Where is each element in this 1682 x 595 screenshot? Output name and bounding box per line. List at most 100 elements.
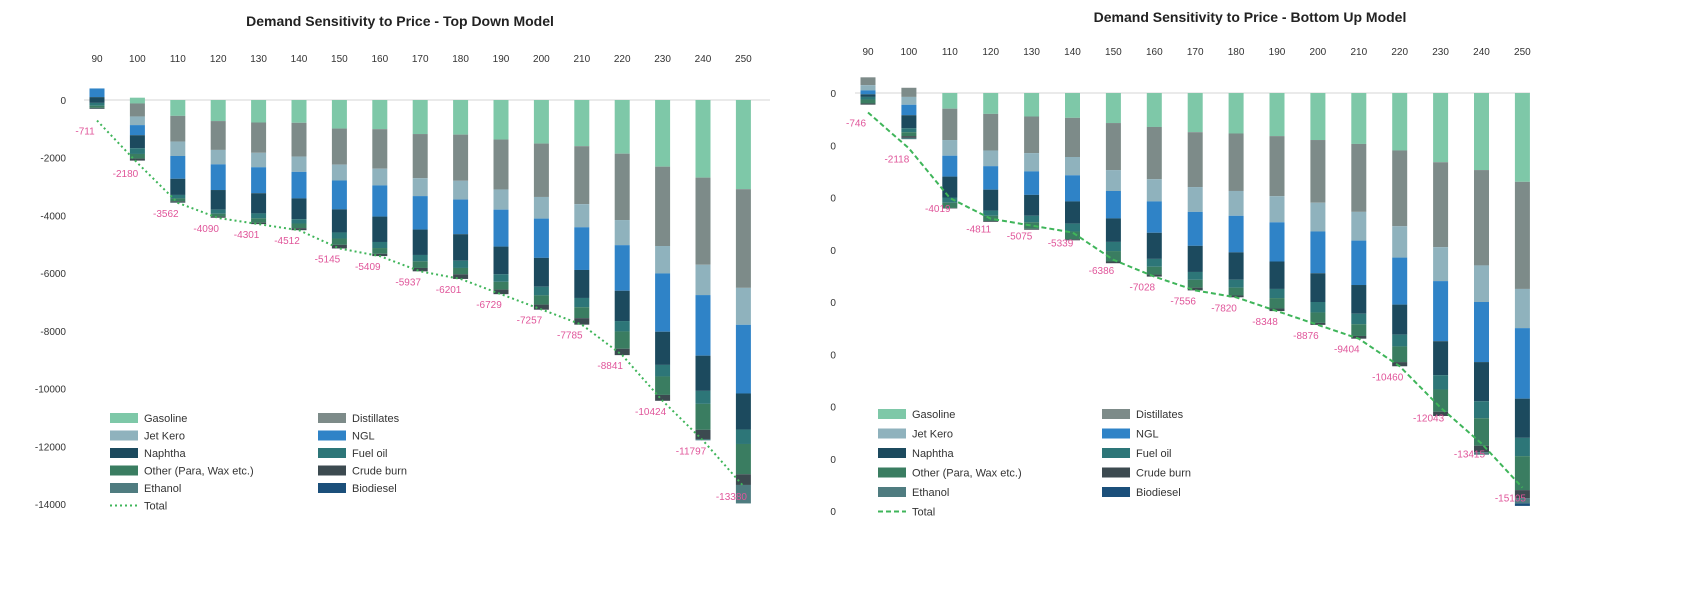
total-data-label: -5409 (355, 262, 381, 273)
legend-label-gasoline: Gasoline (912, 409, 955, 421)
total-data-label: -7785 (557, 331, 583, 342)
bar-fuel-oil (129, 148, 145, 154)
x-tick-label: 150 (1105, 47, 1122, 58)
bar-jet-kero (1310, 202, 1326, 232)
bar-other-para-wax-etc (453, 267, 469, 275)
bar-jet-kero (1024, 153, 1040, 172)
total-data-label: -7820 (1211, 303, 1237, 314)
bar-ethanol (695, 438, 711, 441)
x-tick-label: 150 (331, 54, 348, 65)
bar-gasoline (533, 100, 549, 144)
bar-jet-kero (412, 178, 428, 197)
bar-gasoline (1065, 93, 1080, 118)
bar-distillates (1105, 123, 1121, 171)
bar-ngl (170, 155, 186, 179)
bar-crude-burn (1065, 239, 1080, 241)
bar-jet-kero (901, 96, 917, 105)
bar-crude-burn (983, 221, 999, 222)
legend-label-distillates: Distillates (352, 413, 400, 425)
x-tick-label: 140 (1064, 47, 1081, 58)
bar-naphtha (291, 198, 307, 220)
bar-gasoline (1146, 93, 1162, 127)
legend-swatch-jet-kero (878, 428, 906, 439)
x-tick-label: 160 (371, 54, 388, 65)
legend-label-biodiesel: Biodiesel (1136, 487, 1181, 499)
legend-swatch-ethanol (110, 483, 138, 493)
x-tick-label: 90 (862, 47, 874, 58)
x-tick-label: 170 (412, 54, 429, 65)
bar-fuel-oil (942, 197, 958, 203)
bar-distillates (942, 108, 958, 141)
x-tick-label: 160 (1146, 47, 1163, 58)
legend-swatch-naphtha (110, 448, 138, 458)
legend-label-ngl: NGL (1136, 429, 1159, 441)
bar-jet-kero (983, 150, 999, 167)
bar-jet-kero (1392, 226, 1408, 258)
legend-swatch-crude-burn (318, 465, 346, 476)
legend-label-distillates: Distillates (1136, 409, 1184, 421)
bar-fuel-oil (1351, 313, 1367, 325)
bar-crude-burn (695, 429, 711, 439)
total-data-label: -10424 (635, 407, 667, 418)
x-tick-label: 230 (654, 54, 671, 65)
bar-crude-burn (860, 103, 876, 105)
bar-fuel-oil (614, 321, 630, 332)
bar-fuel-oil (493, 274, 509, 282)
bar-naphtha (372, 216, 388, 242)
legend-swatch-gasoline (110, 413, 138, 423)
bar-other-para-wax-etc (170, 198, 186, 202)
bar-jet-kero (291, 156, 307, 172)
bar-jet-kero (1146, 179, 1162, 202)
legend-swatch-distillates (318, 413, 346, 423)
x-tick-label: 240 (1473, 47, 1490, 58)
chart-top-down-svg: Demand Sensitivity to Price - Top Down M… (35, 13, 770, 513)
bar-ngl (1474, 302, 1489, 363)
x-tick-label: 190 (1269, 47, 1286, 58)
total-data-label: -4512 (274, 236, 300, 247)
bar-gasoline (493, 100, 509, 140)
chart-title: Demand Sensitivity to Price - Top Down M… (246, 13, 554, 29)
bar-gasoline (1514, 93, 1530, 182)
y-tick-label: -2000 (40, 154, 66, 165)
legend-swatch-distillates (1102, 409, 1130, 419)
bar-fuel-oil (1310, 302, 1326, 313)
bar-crude-burn (655, 394, 671, 401)
x-tick-label: 110 (170, 54, 186, 65)
chart-bottom-up-svg: Demand Sensitivity to Price - Bottom Up … (830, 9, 1531, 519)
legend-swatch-gasoline (878, 409, 906, 419)
y-tick-label: -10000 (35, 385, 67, 396)
bar-jet-kero (453, 180, 469, 200)
bar-ngl (1269, 222, 1285, 262)
bar-fuel-oil (1474, 401, 1489, 419)
bar-other-para-wax-etc (735, 443, 751, 475)
bar-gasoline (1269, 93, 1285, 137)
bar-fuel-oil (331, 232, 347, 239)
bar-jet-kero (695, 264, 711, 296)
bar-fuel-oil (574, 297, 590, 308)
bar-naphtha (1105, 218, 1121, 242)
bar-gasoline (210, 100, 226, 122)
bar-ngl (129, 125, 145, 136)
bar-other-para-wax-etc (1146, 266, 1162, 275)
bar-distillates (251, 122, 267, 153)
bar-fuel-oil (170, 194, 186, 199)
y-tick-label: -12000 (830, 403, 836, 414)
bar-distillates (291, 122, 307, 157)
total-data-label: -2180 (113, 169, 139, 180)
bar-distillates (1065, 117, 1080, 158)
bar-gasoline (1474, 93, 1489, 171)
bar-jet-kero (210, 149, 226, 165)
y-tick-label: -12000 (35, 442, 67, 453)
bar-crude-burn (331, 244, 347, 249)
bar-jet-kero (614, 220, 630, 246)
bar-naphtha (170, 178, 186, 195)
total-data-label: -11797 (676, 446, 707, 457)
bar-jet-kero (655, 246, 671, 274)
bar-crude-burn (170, 201, 186, 203)
bar-fuel-oil (655, 364, 671, 377)
bar-crude-burn (1351, 335, 1367, 339)
bar-ngl (574, 227, 590, 270)
bar-fuel-oil (251, 213, 267, 219)
bar-other-para-wax-etc (1187, 279, 1203, 288)
bar-crude-burn (251, 222, 267, 225)
